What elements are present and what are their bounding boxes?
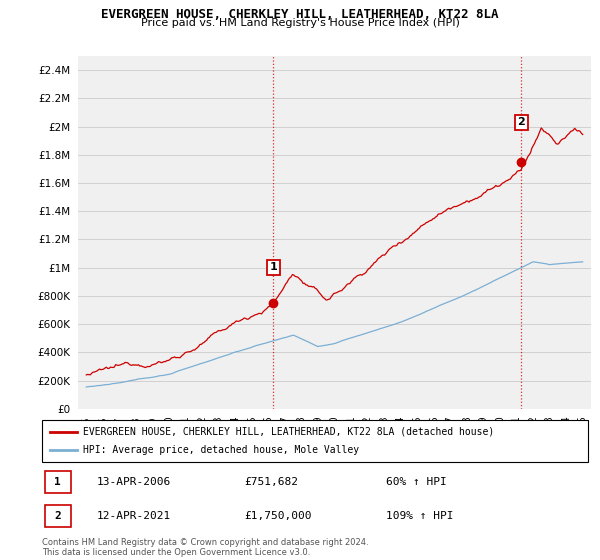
FancyBboxPatch shape xyxy=(42,420,588,462)
Text: 2: 2 xyxy=(55,511,61,521)
Text: £1,750,000: £1,750,000 xyxy=(244,511,311,521)
Text: EVERGREEN HOUSE, CHERKLEY HILL, LEATHERHEAD, KT22 8LA (detached house): EVERGREEN HOUSE, CHERKLEY HILL, LEATHERH… xyxy=(83,427,494,437)
Text: 2: 2 xyxy=(518,118,526,127)
Text: 1: 1 xyxy=(55,477,61,487)
Text: 109% ↑ HPI: 109% ↑ HPI xyxy=(386,511,454,521)
Text: EVERGREEN HOUSE, CHERKLEY HILL, LEATHERHEAD, KT22 8LA: EVERGREEN HOUSE, CHERKLEY HILL, LEATHERH… xyxy=(101,8,499,21)
FancyBboxPatch shape xyxy=(45,505,71,527)
Text: Contains HM Land Registry data © Crown copyright and database right 2024.
This d: Contains HM Land Registry data © Crown c… xyxy=(42,538,368,557)
Text: 12-APR-2021: 12-APR-2021 xyxy=(97,511,171,521)
Text: Price paid vs. HM Land Registry's House Price Index (HPI): Price paid vs. HM Land Registry's House … xyxy=(140,18,460,29)
Text: 60% ↑ HPI: 60% ↑ HPI xyxy=(386,477,447,487)
Text: 13-APR-2006: 13-APR-2006 xyxy=(97,477,171,487)
FancyBboxPatch shape xyxy=(45,472,71,493)
Text: £751,682: £751,682 xyxy=(244,477,298,487)
Text: 1: 1 xyxy=(269,263,277,273)
Text: HPI: Average price, detached house, Mole Valley: HPI: Average price, detached house, Mole… xyxy=(83,445,359,455)
